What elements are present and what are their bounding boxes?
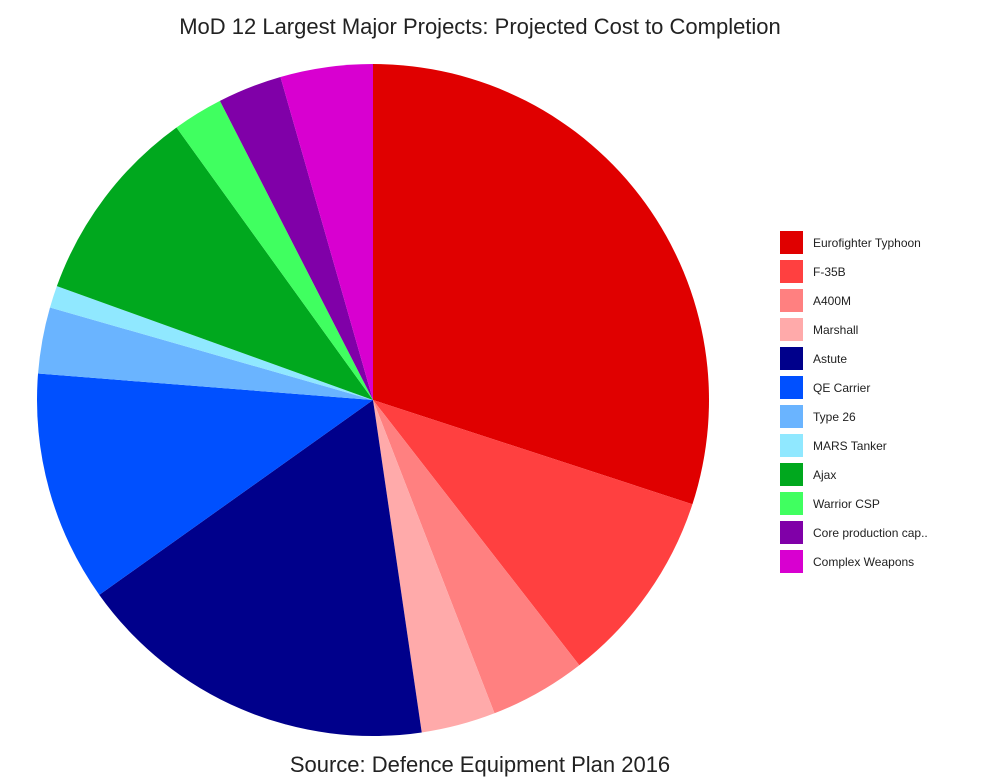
pie-slice-marshall: [373, 400, 495, 733]
legend-label: A400M: [813, 293, 852, 308]
legend-swatch: [780, 550, 803, 573]
legend-label: Complex Weapons: [813, 554, 915, 569]
pie-slice-warrior-csp: [176, 100, 373, 400]
legend-item-a400m: A400M: [780, 286, 980, 315]
legend-swatch: [780, 405, 803, 428]
pie-slice-type-26: [38, 307, 373, 400]
legend-label: QE Carrier: [813, 380, 871, 395]
legend-label: Core production cap..: [813, 525, 928, 540]
pie-slice-core-production-cap: [219, 76, 373, 400]
legend-label: Marshall: [813, 322, 859, 337]
legend-swatch: [780, 521, 803, 544]
pie-slice-eurofighter-typhoon: [373, 64, 710, 505]
chart-legend: Eurofighter Typhoon F-35B A400M Marshall Ast…: [780, 228, 980, 576]
legend-item-qe-carrier: QE Carrier: [780, 373, 980, 402]
legend-item-type-26: Type 26: [780, 402, 980, 431]
legend-label: Type 26: [813, 409, 856, 424]
legend-item-warrior-csp: Warrior CSP: [780, 489, 980, 518]
pie-slice-astute: [99, 400, 422, 736]
legend-swatch: [780, 376, 803, 399]
legend-item-mars-tanker: MARS Tanker: [780, 431, 980, 460]
legend-swatch: [780, 289, 803, 312]
legend-item-core-production-cap: Core production cap..: [780, 518, 980, 547]
chart-title: MoD 12 Largest Major Projects: Projected…: [179, 14, 781, 39]
legend-item-complex-weapons: Complex Weapons: [780, 547, 980, 576]
pie-slice-f-35b: [373, 400, 693, 666]
legend-swatch: [780, 347, 803, 370]
pie-slice-ajax: [56, 127, 373, 400]
legend-swatch: [780, 434, 803, 457]
pie-slice-a400m: [373, 400, 580, 714]
legend-item-f-35b: F-35B: [780, 257, 980, 286]
legend-item-astute: Astute: [780, 344, 980, 373]
pie-chart: [37, 64, 710, 736]
legend-label: MARS Tanker: [813, 438, 887, 453]
legend-label: Eurofighter Typhoon: [813, 235, 921, 250]
pie-slice-qe-carrier: [37, 373, 373, 595]
legend-swatch: [780, 231, 803, 254]
chart-caption: Source: Defence Equipment Plan 2016: [289, 752, 671, 777]
legend-swatch: [780, 260, 803, 283]
legend-label: Ajax: [813, 467, 837, 482]
legend-label: Astute: [813, 351, 848, 366]
legend-item-marshall: Marshall: [780, 315, 980, 344]
pie-slice-complex-weapons: [280, 64, 373, 400]
legend-item-eurofighter-typhoon: Eurofighter Typhoon: [780, 228, 980, 257]
legend-swatch: [780, 492, 803, 515]
legend-item-ajax: Ajax: [780, 460, 980, 489]
pie-slice-mars-tanker: [49, 286, 373, 400]
legend-label: F-35B: [813, 264, 846, 279]
legend-swatch: [780, 463, 803, 486]
legend-swatch: [780, 318, 803, 341]
legend-label: Warrior CSP: [813, 496, 880, 511]
